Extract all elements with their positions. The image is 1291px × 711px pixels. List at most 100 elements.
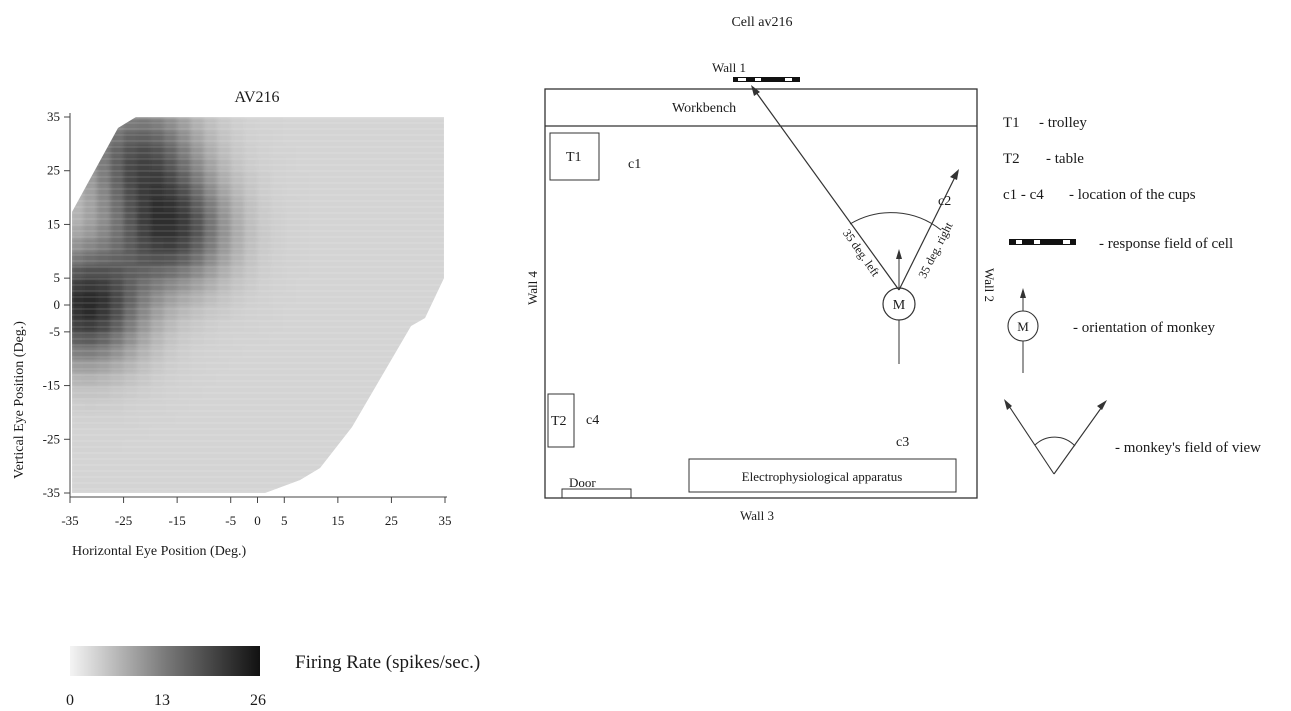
heatmap-cell [324, 358, 339, 373]
heatmap-cell [83, 412, 98, 427]
heatmap-cell [163, 412, 178, 427]
legend-fov-desc: - monkey's field of view [1115, 440, 1261, 456]
heatmap-cell [83, 358, 98, 373]
heatmap-cell [404, 170, 419, 185]
heatmap-cell [190, 305, 205, 320]
heatmap-cell [96, 452, 111, 467]
heatmap-cell [150, 224, 165, 239]
heatmap-cell [123, 291, 138, 306]
heatmap-cell [324, 278, 339, 293]
heatmap-cell [311, 452, 326, 467]
heatmap-cell [284, 291, 299, 306]
heatmap-cell [404, 358, 419, 373]
table-t2-label: T2 [551, 414, 567, 429]
heatmap-cell [404, 251, 419, 266]
heatmap-cell [378, 157, 393, 172]
heatmap-cell [163, 466, 178, 481]
heatmap-cell [257, 399, 272, 414]
heatmap-cell [431, 412, 444, 427]
heatmap-cell [203, 130, 219, 145]
heatmap-cell [190, 345, 205, 360]
heatmap-cell [203, 278, 219, 293]
heatmap-cell [110, 237, 125, 253]
heatmap-cell [72, 305, 85, 320]
heatmap-cell [364, 425, 379, 441]
heatmap-cell [270, 224, 286, 239]
heatmap-cell [150, 318, 165, 333]
heatmap-cell [351, 439, 366, 454]
heatmap-cell [110, 318, 125, 333]
heatmap-title: AV216 [234, 89, 279, 106]
heatmap-cell [137, 412, 152, 427]
heatmap-cell [311, 291, 326, 306]
heatmap-cell [311, 211, 326, 226]
heatmap-cell [404, 130, 419, 145]
heatmap-cell [324, 117, 339, 132]
heatmap-cell [123, 143, 138, 159]
heatmap-cell [150, 130, 165, 145]
heatmap-cell [270, 117, 286, 132]
heatmap-cell [351, 278, 366, 293]
heatmap-cell [284, 224, 299, 239]
heatmap-cell [83, 157, 98, 172]
heatmap-cell [150, 305, 165, 320]
heatmap-cell [137, 264, 152, 279]
heatmap-cell [217, 117, 232, 132]
heatmap-cell [378, 452, 393, 467]
heatmap-cell [203, 466, 219, 481]
heatmap-cell [230, 345, 245, 360]
heatmap-cell [217, 184, 232, 199]
heatmap-cell [351, 184, 366, 199]
heatmap-cell [72, 291, 85, 306]
heatmap-cell [123, 466, 138, 481]
heatmap-cell [297, 479, 312, 493]
y-tick-label: 0 [54, 297, 61, 312]
heatmap-cell [150, 331, 165, 347]
heatmap-cell [190, 237, 205, 253]
heatmap-cell [364, 318, 379, 333]
heatmap-cell [378, 211, 393, 226]
heatmap-cell [217, 318, 232, 333]
heatmap-cell [137, 117, 152, 132]
heatmap-cell [391, 184, 406, 199]
heatmap-cell [123, 372, 138, 387]
heatmap-cell [137, 479, 152, 493]
heatmap-cell [311, 170, 326, 185]
heatmap-cell [177, 425, 192, 441]
heatmap-cell [163, 291, 178, 306]
heatmap-cell [284, 143, 299, 159]
heatmap-cell [351, 425, 366, 441]
heatmap-cell [217, 170, 232, 185]
heatmap-cell [150, 291, 165, 306]
heatmap-cell [297, 278, 312, 293]
x-tick-label: -15 [168, 513, 185, 528]
heatmap-cell [311, 358, 326, 373]
heatmap-cell [96, 130, 111, 145]
heatmap-cell [284, 345, 299, 360]
heatmap-cell [83, 291, 98, 306]
heatmap-cell [203, 157, 219, 172]
heatmap-cell [96, 318, 111, 333]
heatmap-cell [404, 305, 419, 320]
heatmap-cell [391, 372, 406, 387]
heatmap-cell [83, 318, 98, 333]
colorbar-tick-2: 26 [250, 692, 266, 709]
x-tick-label: 5 [281, 513, 288, 528]
heatmap-cell [244, 197, 259, 212]
heatmap-cell [337, 264, 353, 279]
heatmap-cell [257, 439, 272, 454]
heatmap-cell [96, 358, 111, 373]
heatmap-cell [311, 143, 326, 159]
heatmap-cell [163, 305, 178, 320]
heatmap-cell [351, 452, 366, 467]
room-title: Cell av216 [731, 15, 792, 30]
heatmap-cell [110, 412, 125, 427]
heatmap-cell [83, 237, 98, 253]
heatmap-cell [203, 385, 219, 400]
heatmap-cell [177, 439, 192, 454]
heatmap-cell [297, 358, 312, 373]
heatmap-cell [311, 224, 326, 239]
heatmap-cell [284, 452, 299, 467]
heatmap-cell [83, 184, 98, 199]
heatmap-cell [217, 157, 232, 172]
